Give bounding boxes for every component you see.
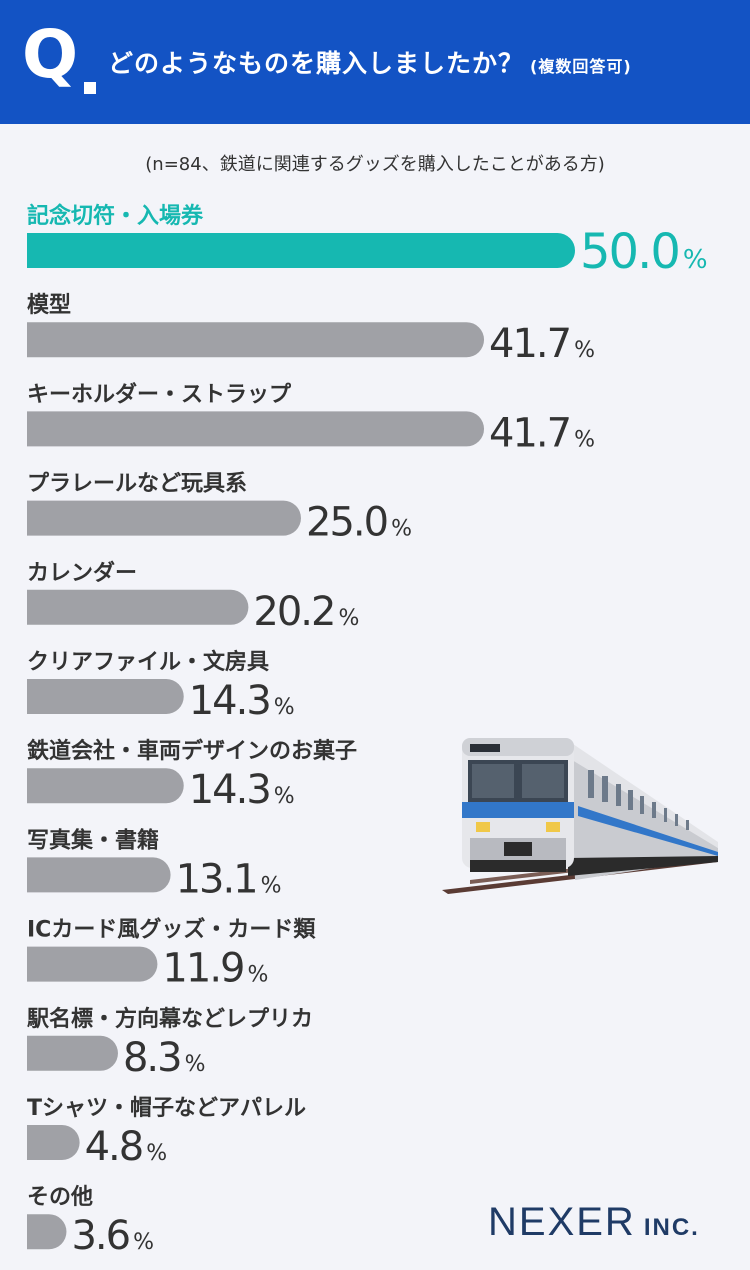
value-label: 13.1%: [176, 856, 282, 902]
value-label: 3.6%: [71, 1213, 154, 1259]
value-label: 14.3%: [189, 678, 295, 724]
question-header: Q どのようなものを購入しましたか？ (複数回答可): [0, 0, 750, 124]
question-note: (複数回答可): [530, 57, 632, 76]
category-label: Tシャツ・帽子などアパレル: [27, 1096, 306, 1121]
category-label: 鉄道会社・車両デザインのお菓子: [27, 738, 357, 764]
value-label: 11.9%: [162, 946, 268, 992]
value-label: 4.8%: [85, 1124, 168, 1170]
value-label: 25.0%: [306, 500, 412, 546]
category-label: カレンダー: [27, 560, 137, 586]
bar: [27, 411, 485, 447]
category-label: 写真集・書籍: [27, 827, 159, 853]
bar: [27, 1214, 67, 1250]
value-label: 41.7%: [489, 410, 595, 456]
bar: [27, 500, 301, 536]
bar: [27, 857, 171, 893]
nexer-logo: NEXER INC.: [488, 1200, 700, 1245]
bar: [27, 322, 485, 358]
value-label: 41.7%: [489, 321, 595, 367]
value-label: 50.0%: [580, 224, 708, 280]
bar: [27, 768, 184, 804]
logo-main: NEXER: [488, 1200, 636, 1244]
sample-note: (n=84、鉄道に関連するグッズを購入したことがある方): [145, 154, 605, 175]
category-label: 駅名標・方向幕などレプリカ: [27, 1006, 313, 1032]
value-label: 14.3%: [189, 767, 295, 813]
bar: [27, 1125, 80, 1160]
value-label: 8.3%: [123, 1035, 206, 1081]
q-mark: Q: [22, 16, 79, 93]
category-label: 模型: [27, 293, 71, 318]
value-label: 20.2%: [253, 589, 359, 635]
category-label: ICカード風グッズ・カード類: [27, 917, 316, 943]
category-label: その他: [27, 1185, 93, 1210]
category-label: 記念切符・入場券: [27, 203, 204, 229]
q-dot: [84, 82, 96, 94]
logo-suffix: INC.: [643, 1214, 700, 1241]
bar: [27, 233, 575, 268]
question-text: どのようなものを購入しましたか？ (複数回答可): [108, 44, 632, 80]
bar: [27, 946, 158, 982]
bar: [27, 589, 249, 625]
category-label: クリアファイル・文房具: [27, 649, 269, 675]
train-illustration: [442, 738, 718, 894]
category-label: キーホルダー・ストラップ: [27, 381, 292, 407]
question-main: どのようなものを購入しましたか？: [108, 49, 525, 78]
bar: [27, 679, 184, 714]
category-label: プラレールなど玩具系: [27, 472, 247, 497]
bar: [27, 1035, 118, 1071]
